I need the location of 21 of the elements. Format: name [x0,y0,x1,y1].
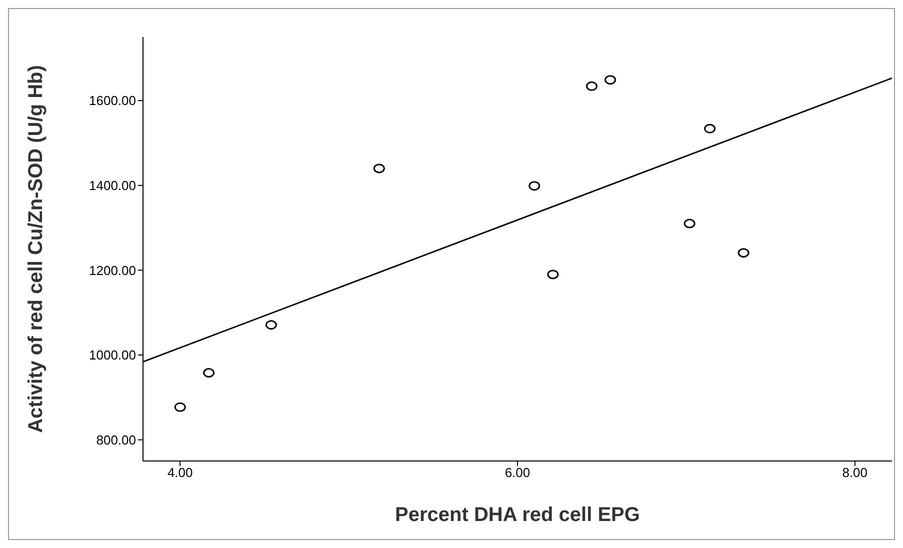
point [373,164,385,174]
x-tick-label: 6.00 [504,465,530,480]
point [604,75,616,85]
x-tick-label: 8.00 [842,465,868,480]
point [203,368,215,378]
y-axis-title: Activity of red cell Cu/Zn-SOD (U/g Hb) [25,65,48,433]
x-tick-label: 4.00 [167,465,193,480]
y-tick-label: 1400.00 [89,178,136,194]
point [586,81,598,91]
x-axis-title: Percent DHA red cell EPG [395,504,640,526]
y-tick-label: 1600.00 [89,93,136,108]
point [528,181,540,191]
point [704,124,716,134]
y-tick-label: 800.00 [96,432,136,448]
point [684,218,696,228]
y-tick-label: 1200.00 [89,262,136,278]
point [547,270,559,280]
point [265,320,277,330]
point [174,402,186,412]
point [738,248,750,258]
y-tick-label: 1000.00 [89,348,136,363]
